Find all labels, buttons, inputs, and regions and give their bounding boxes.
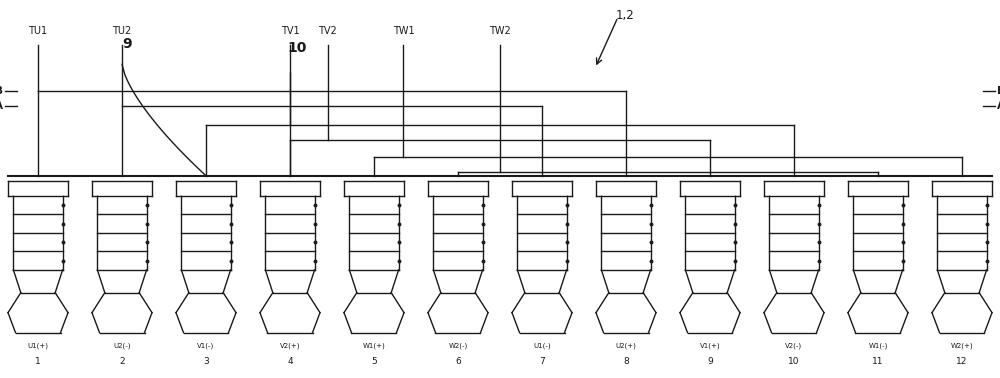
Text: W1(-): W1(-) — [868, 342, 888, 349]
Text: W1(+): W1(+) — [363, 342, 385, 349]
Text: U1(-): U1(-) — [533, 342, 551, 349]
Text: 9: 9 — [122, 37, 132, 51]
Text: 8: 8 — [623, 357, 629, 366]
Text: 10: 10 — [788, 357, 800, 366]
Text: 5: 5 — [371, 357, 377, 366]
Text: V2(-): V2(-) — [785, 342, 803, 349]
Text: 11: 11 — [872, 357, 884, 366]
Text: B: B — [997, 86, 1000, 96]
Text: V1(+): V1(+) — [700, 342, 720, 349]
Text: U2(-): U2(-) — [113, 342, 131, 349]
Text: TU1: TU1 — [28, 26, 48, 36]
Text: U2(+): U2(+) — [616, 342, 636, 349]
Text: B: B — [0, 86, 3, 96]
Text: 10: 10 — [287, 41, 307, 55]
Text: TW1: TW1 — [393, 26, 414, 36]
Text: 9: 9 — [707, 357, 713, 366]
Text: V1(-): V1(-) — [197, 342, 215, 349]
Text: 1,2: 1,2 — [616, 9, 634, 22]
Text: 4: 4 — [287, 357, 293, 366]
Text: 12: 12 — [956, 357, 968, 366]
Text: W2(-): W2(-) — [448, 342, 468, 349]
Text: TV1: TV1 — [281, 26, 299, 36]
Text: 1: 1 — [35, 357, 41, 366]
Text: A: A — [0, 101, 3, 111]
Text: TW2: TW2 — [489, 26, 511, 36]
Text: 6: 6 — [455, 357, 461, 366]
Text: 3: 3 — [203, 357, 209, 366]
Text: A: A — [997, 101, 1000, 111]
Text: TU2: TU2 — [112, 26, 132, 36]
Text: 2: 2 — [119, 357, 125, 366]
Text: V2(+): V2(+) — [280, 342, 300, 349]
Text: W2(+): W2(+) — [951, 342, 973, 349]
Text: U1(+): U1(+) — [28, 342, 48, 349]
Text: TV2: TV2 — [318, 26, 337, 36]
Text: 7: 7 — [539, 357, 545, 366]
